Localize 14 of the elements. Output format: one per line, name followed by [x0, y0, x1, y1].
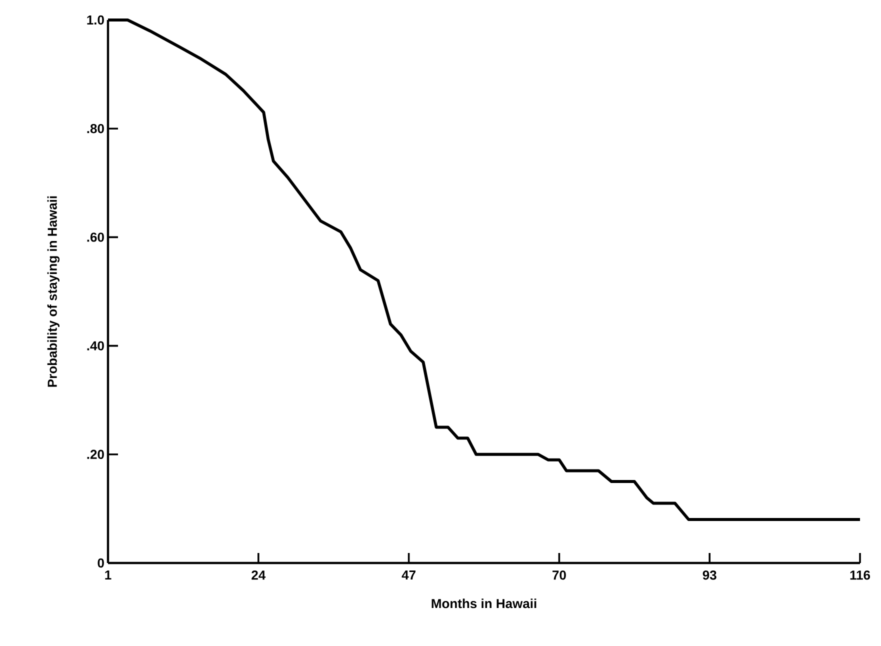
y-tick-label: .60 — [87, 232, 104, 242]
x-tick-label: 70 — [552, 570, 566, 580]
x-tick-label: 47 — [402, 570, 416, 580]
x-axis-title: Months in Hawaii — [432, 598, 536, 608]
x-tick-label: 24 — [252, 570, 266, 580]
y-axis-title: Probability of staying in Hawaii — [47, 196, 60, 387]
y-tick-label: .40 — [87, 341, 104, 350]
y-tick-label: .80 — [87, 124, 104, 134]
y-tick-label: 1.0 — [87, 15, 104, 25]
x-tick-label: 1 — [105, 570, 112, 580]
y-tick-label: 0 — [98, 558, 104, 568]
y-tick-label: .20 — [87, 450, 104, 459]
x-tick-label: 116 — [850, 570, 870, 580]
x-tick-label: 93 — [702, 570, 716, 580]
